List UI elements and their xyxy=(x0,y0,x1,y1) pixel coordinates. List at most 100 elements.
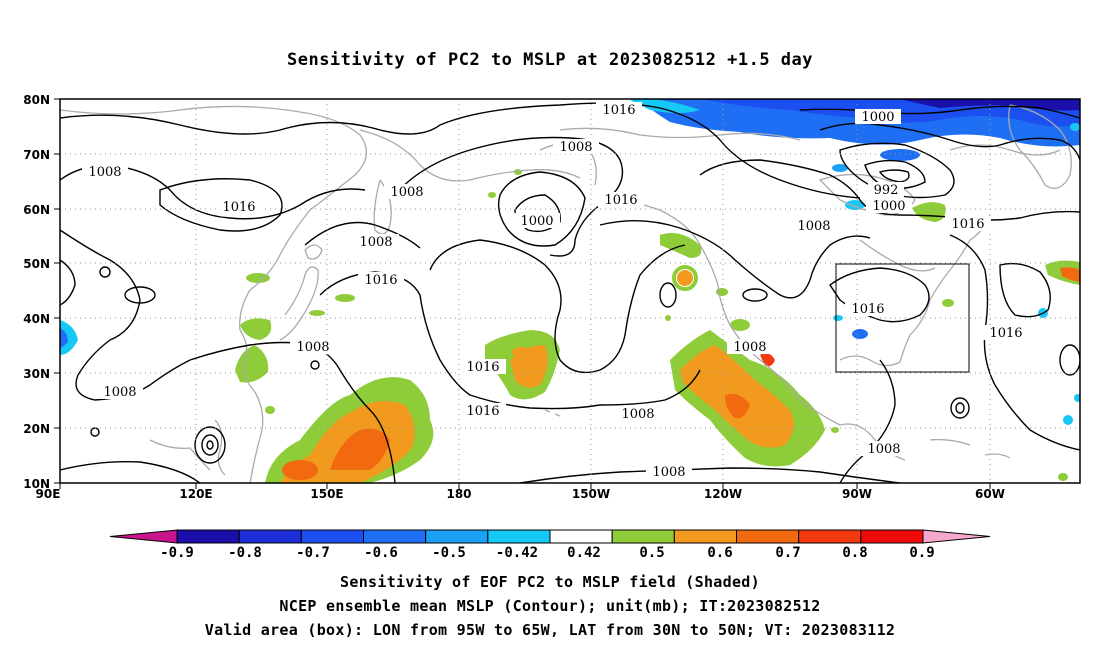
contour-label-text: 1008 xyxy=(296,340,329,355)
contour-label: 1008 xyxy=(861,441,907,457)
contour-label-text: 1008 xyxy=(621,407,654,422)
colorbar-label: -0.7 xyxy=(296,545,330,561)
contour-label: 1000 xyxy=(514,213,560,229)
colorbar-label: -0.5 xyxy=(432,545,466,561)
longitude-labels: 90E 120E 150E 180 150W 120W 90W 60W xyxy=(36,487,1005,501)
colorbar-segment xyxy=(736,529,800,544)
contour-label-text: 1016 xyxy=(951,217,984,232)
plot-border xyxy=(59,98,1081,484)
colorbar-label: -0.9 xyxy=(160,545,194,561)
contour-label-text: 1008 xyxy=(359,235,392,250)
lat-tick-label: 60N xyxy=(23,203,50,217)
contour-label-text: 1016 xyxy=(602,103,635,118)
contour-label: 1008 xyxy=(353,234,399,250)
footer-line-3: Valid area (box): LON from 95W to 65W, L… xyxy=(204,621,896,639)
contour-label: 1016 xyxy=(598,192,644,208)
colorbar-segment xyxy=(238,529,302,544)
contour-label: 1016 xyxy=(596,102,642,118)
colorbar-segment xyxy=(549,529,613,544)
lon-tick-label: 60W xyxy=(975,487,1005,501)
contour-label-text: 1008 xyxy=(559,140,592,155)
lon-tick-label: 180 xyxy=(446,487,471,501)
contour-label: 1016 xyxy=(845,301,891,317)
lat-tick-label: 40N xyxy=(23,312,50,326)
contour-label-text: 1000 xyxy=(520,214,553,229)
contour-label: 1016 xyxy=(216,199,262,215)
footer-line-2: NCEP ensemble mean MSLP (Contour); unit(… xyxy=(279,597,821,615)
contour-label-text: 1016 xyxy=(364,273,397,288)
contour-label: 1008 xyxy=(82,164,128,180)
lat-tick-label: 10N xyxy=(23,477,50,491)
contour-label-text: 1008 xyxy=(652,465,685,480)
lat-tick-label: 80N xyxy=(23,93,50,107)
lon-tick-label: 150W xyxy=(572,487,610,501)
contour-label-text: 1008 xyxy=(867,442,900,457)
coastlines xyxy=(60,104,1072,483)
colorbar-segment xyxy=(363,529,427,544)
contour-label: 1016 xyxy=(460,359,506,375)
colorbar-segment xyxy=(109,529,178,544)
colorbar-segment xyxy=(176,529,240,544)
contour-label-text: 1008 xyxy=(390,185,423,200)
contour-label: 992 xyxy=(868,182,904,198)
contour-label: 1008 xyxy=(615,406,661,422)
colorbar-segment xyxy=(798,529,862,544)
contour-label: 1016 xyxy=(945,216,991,232)
footer-line-1: Sensitivity of EOF PC2 to MSLP field (Sh… xyxy=(340,573,760,591)
lon-tick-label: 90W xyxy=(842,487,872,501)
lon-tick-label: 90E xyxy=(36,487,61,501)
colorbar-segment xyxy=(922,529,991,544)
contour-label-text: 1016 xyxy=(466,404,499,419)
lon-tick-label: 120E xyxy=(179,487,212,501)
contour-label-text: 1016 xyxy=(466,360,499,375)
contour-label-extra: 1008 xyxy=(646,464,692,480)
colorbar-segment xyxy=(673,529,737,544)
contour-labels: 1016 1000 1008 1008 1016 1008 1008 1000 xyxy=(82,102,1029,457)
colorbar-segment xyxy=(300,529,365,544)
contour-label: 1008 xyxy=(290,339,336,355)
colorbar-label: -0.8 xyxy=(228,545,262,561)
plot-area xyxy=(60,99,1080,483)
colorbar-segment xyxy=(425,529,489,544)
contour-label: 1000 xyxy=(866,198,912,214)
contour-label: 1000 xyxy=(855,109,901,125)
colorbar-label: -0.6 xyxy=(364,545,398,561)
colorbar-label: 0.5 xyxy=(639,545,664,561)
colorbar-label: -0.42 xyxy=(496,545,538,561)
lon-tick-label: 120W xyxy=(704,487,742,501)
colorbar xyxy=(109,529,991,544)
contour-label-text: 1016 xyxy=(222,200,255,215)
lat-tick-label: 20N xyxy=(23,422,50,436)
contour-label-text: 1016 xyxy=(851,302,884,317)
colorbar-label: 0.9 xyxy=(909,545,934,561)
contour-label: 1016 xyxy=(460,403,506,419)
contour-label-text: 1000 xyxy=(872,199,905,214)
chart-title: Sensitivity of PC2 to MSLP at 2023082512… xyxy=(286,50,813,70)
contour-label: 1008 xyxy=(791,218,837,234)
colorbar-segment xyxy=(860,529,924,544)
colorbar-label: 0.42 xyxy=(567,545,601,561)
contour-label: 1008 xyxy=(97,384,143,400)
lat-tick-label: 50N xyxy=(23,257,50,271)
latitude-labels: 80N 70N 60N 50N 40N 30N 20N 10N xyxy=(23,93,50,491)
colorbar-label: 0.8 xyxy=(842,545,867,561)
valid-area-box xyxy=(835,263,970,373)
contour-label: 1008 xyxy=(553,139,599,155)
colorbar-labels: -0.9 -0.8 -0.7 -0.6 -0.5 -0.42 0.42 0.5 … xyxy=(160,545,935,561)
lat-tick-label: 70N xyxy=(23,148,50,162)
colorbar-segment xyxy=(487,529,551,544)
contour-label: 1008 xyxy=(727,339,773,355)
axis-ticks xyxy=(54,98,991,489)
contour-label: 1016 xyxy=(358,272,404,288)
contour-label-text: 1016 xyxy=(604,193,637,208)
contour-label-text: 1016 xyxy=(989,326,1022,341)
contour-label-text: 1008 xyxy=(103,385,136,400)
contour-label-text: 992 xyxy=(874,183,899,198)
contour-label-text: 1000 xyxy=(861,110,894,125)
colorbar-segment xyxy=(611,529,675,544)
colorbar-label: 0.7 xyxy=(775,545,800,561)
contour-label: 1016 xyxy=(983,325,1029,341)
lon-tick-label: 150E xyxy=(310,487,343,501)
contour-label-text: 1008 xyxy=(88,165,121,180)
